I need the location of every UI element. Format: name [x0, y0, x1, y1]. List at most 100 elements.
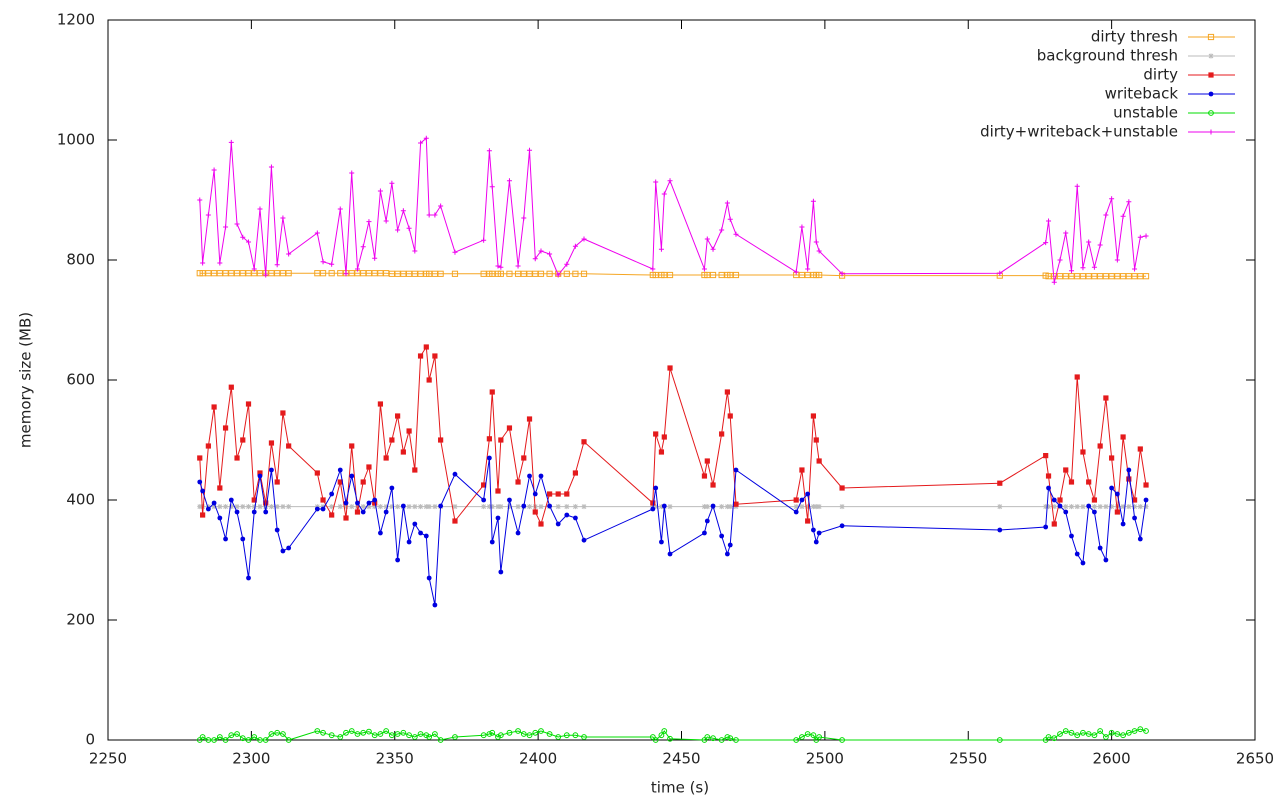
point — [710, 503, 716, 509]
point — [388, 270, 395, 277]
point — [527, 504, 533, 510]
point — [222, 425, 229, 431]
point — [555, 734, 562, 740]
point — [1143, 728, 1149, 734]
point — [337, 504, 343, 510]
point — [383, 218, 389, 224]
point — [564, 261, 570, 267]
point — [1051, 497, 1057, 503]
point — [732, 271, 740, 279]
point — [240, 437, 246, 443]
point — [1091, 504, 1097, 510]
point — [1091, 732, 1098, 739]
point — [1125, 273, 1132, 280]
point — [418, 504, 424, 510]
point — [426, 377, 432, 383]
point — [811, 527, 816, 533]
point — [810, 413, 817, 419]
legend-marker — [1208, 110, 1214, 116]
point — [486, 436, 492, 442]
point — [1057, 503, 1063, 509]
point — [1069, 533, 1074, 539]
point — [320, 506, 326, 512]
y-tick-label: 0 — [85, 731, 95, 749]
point — [710, 735, 716, 742]
point — [701, 737, 708, 743]
point — [1143, 504, 1149, 510]
point — [263, 504, 269, 510]
x-tick-label: 2450 — [662, 750, 700, 768]
point — [1074, 504, 1080, 510]
point — [199, 734, 206, 740]
point — [1109, 455, 1115, 461]
point — [372, 497, 378, 503]
y-tick-label: 400 — [66, 491, 95, 509]
point — [328, 270, 335, 277]
point — [1097, 242, 1103, 248]
legend-label: writeback — [1105, 85, 1179, 103]
point — [816, 271, 823, 279]
y-tick-label: 800 — [66, 251, 95, 269]
point — [481, 497, 487, 503]
point — [532, 491, 538, 497]
point — [383, 504, 389, 510]
point — [532, 270, 539, 277]
point — [1074, 183, 1080, 189]
point — [793, 497, 799, 503]
point — [257, 206, 263, 212]
point — [799, 224, 805, 230]
point — [196, 737, 203, 743]
point — [438, 503, 444, 509]
point — [486, 731, 493, 737]
point — [245, 401, 252, 407]
point — [813, 539, 819, 545]
point — [417, 353, 424, 359]
point — [1125, 729, 1132, 736]
point — [1109, 485, 1115, 491]
point — [997, 270, 1003, 276]
point — [793, 504, 799, 510]
legend-marker — [1208, 129, 1214, 135]
point — [532, 729, 539, 736]
point — [1108, 729, 1115, 736]
point — [400, 449, 406, 455]
point — [234, 504, 240, 510]
point — [389, 180, 395, 186]
point — [813, 239, 819, 245]
point — [527, 147, 533, 153]
point — [432, 602, 438, 608]
point — [497, 732, 504, 739]
point — [498, 504, 504, 510]
point — [526, 732, 533, 739]
x-axis-label: time (s) — [651, 779, 709, 797]
point — [515, 263, 521, 269]
point — [1080, 504, 1086, 510]
point — [495, 504, 501, 510]
point — [251, 497, 257, 503]
point — [234, 731, 240, 737]
point — [432, 212, 438, 218]
point — [564, 504, 570, 510]
point — [581, 504, 587, 510]
legend-marker — [1208, 72, 1214, 78]
point — [377, 731, 384, 737]
point — [489, 184, 495, 190]
point — [417, 270, 424, 277]
point — [216, 734, 223, 740]
point — [377, 188, 383, 194]
point — [564, 512, 570, 518]
point — [274, 504, 280, 510]
point — [256, 270, 264, 277]
point — [233, 270, 241, 277]
point — [245, 270, 252, 277]
point — [546, 270, 553, 277]
point — [411, 734, 418, 740]
point — [650, 266, 656, 272]
point — [486, 455, 492, 461]
point — [555, 272, 561, 278]
point — [572, 504, 578, 510]
point — [572, 470, 579, 476]
point — [495, 734, 501, 740]
point — [546, 491, 553, 497]
point — [724, 200, 730, 206]
